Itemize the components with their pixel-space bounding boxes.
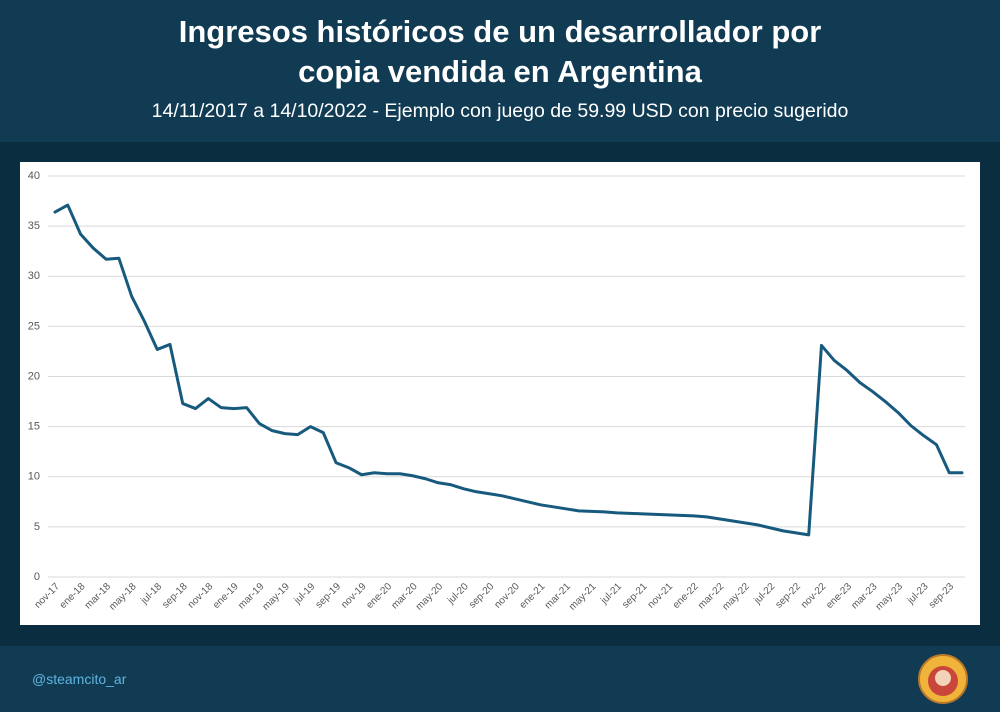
y-tick-label: 35 [28,220,40,232]
x-tick-label: may-21 [567,581,599,613]
y-tick-label: 20 [28,370,40,382]
x-tick-label: ene-18 [58,581,88,611]
footer: @steamcito_ar [0,646,1000,712]
y-tick-label: 30 [28,270,40,282]
x-tick-label: sep-22 [774,581,804,611]
header: Ingresos históricos de un desarrollador … [0,0,1000,142]
y-tick-label: 40 [28,170,40,182]
x-tick-label: nov-22 [799,581,829,611]
x-tick-label: ene-22 [671,581,701,611]
y-tick-label: 15 [28,421,40,433]
avatar [918,654,968,704]
x-tick-label: may-22 [720,581,752,613]
chart-subtitle: 14/11/2017 a 14/10/2022 - Ejemplo con ju… [151,100,849,122]
author-handle: @steamcito_ar [32,671,127,687]
chart: 0510152025303540nov-17ene-18mar-18may-18… [20,162,980,625]
y-tick-label: 0 [34,571,40,583]
x-tick-label: ene-23 [824,581,854,611]
x-tick-label: ene-20 [364,581,394,611]
data-line [53,203,964,537]
x-tick-label: may-19 [261,581,293,613]
x-tick-label: sep-23 [927,581,957,611]
x-tick-label: sep-19 [314,581,344,611]
x-tick-label: nov-18 [186,581,216,611]
x-tick-label: sep-18 [160,581,190,611]
x-tick-label: nov-21 [646,581,676,611]
y-tick-label: 25 [28,320,40,332]
chart-title: Ingresos históricos de un desarrollador … [178,14,822,89]
x-tick-label: ene-19 [211,581,241,611]
x-tick-label: may-18 [107,581,139,613]
x-tick-label: nov-17 [33,581,63,611]
x-tick-label: may-20 [414,581,446,613]
x-tick-label: sep-21 [620,581,650,611]
avatar-face [935,670,951,686]
x-tick-label: ene-21 [518,581,548,611]
x-tick-label: sep-20 [467,581,497,611]
y-tick-label: 10 [28,471,40,483]
y-tick-label: 5 [34,521,40,533]
x-tick-label: nov-20 [492,581,522,611]
x-tick-label: may-23 [874,581,906,613]
x-tick-label: nov-19 [339,581,369,611]
